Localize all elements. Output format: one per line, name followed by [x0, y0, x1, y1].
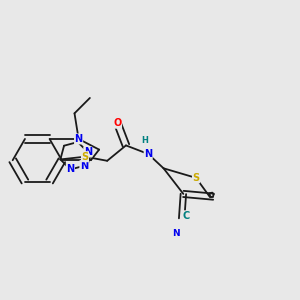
Text: N: N: [84, 147, 92, 157]
Text: N: N: [66, 164, 74, 175]
Text: O: O: [113, 118, 122, 128]
Text: N: N: [144, 149, 152, 159]
Text: N: N: [74, 134, 83, 144]
Text: C: C: [182, 211, 189, 221]
Text: N: N: [80, 161, 88, 171]
Text: N: N: [66, 164, 74, 175]
Text: N: N: [80, 161, 88, 171]
Text: S: S: [81, 152, 88, 162]
Text: N: N: [172, 229, 179, 238]
Text: S: S: [192, 173, 200, 183]
Text: H: H: [141, 136, 148, 146]
